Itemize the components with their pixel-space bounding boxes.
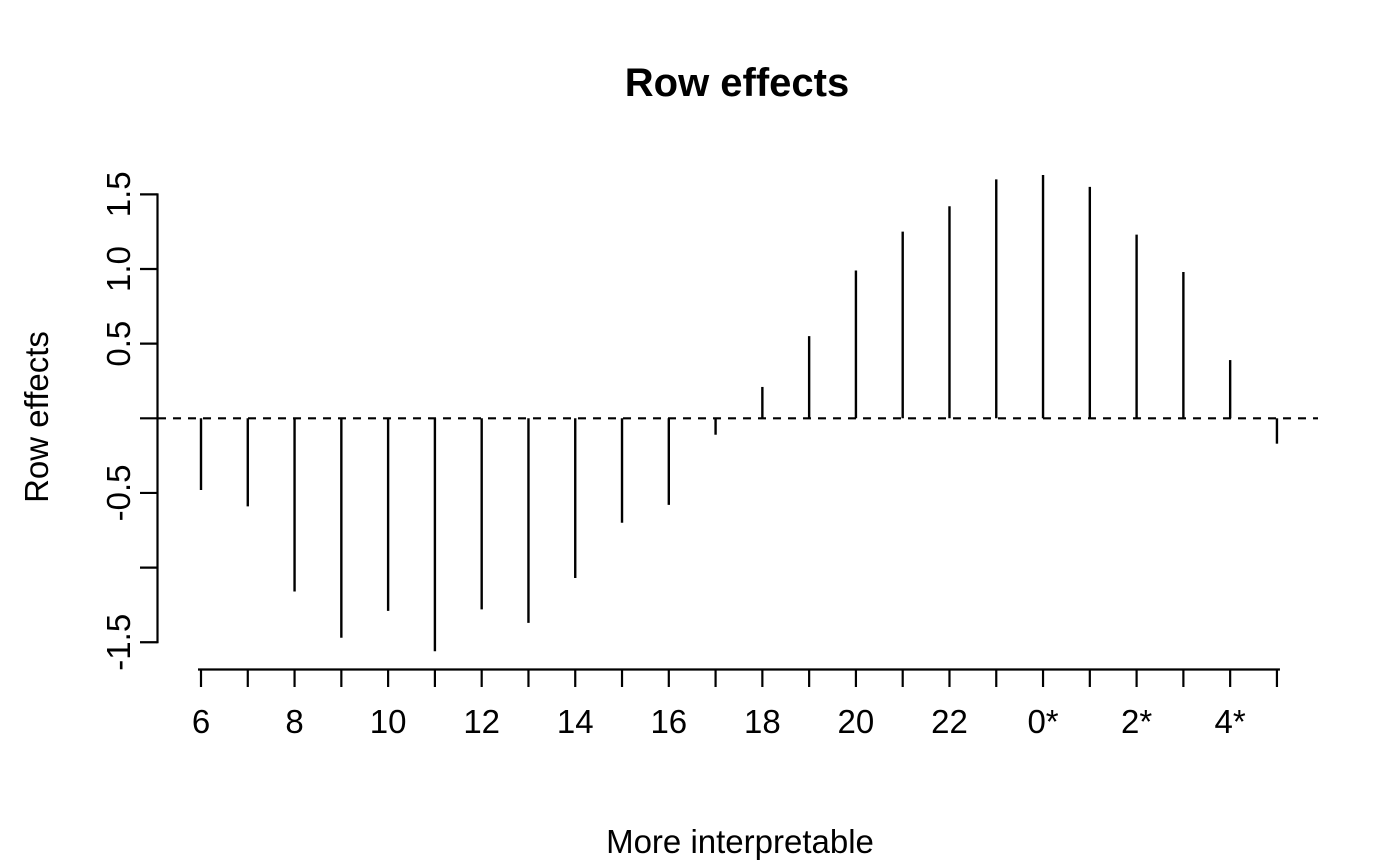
x-tick-label: 2* [1121, 703, 1152, 740]
x-tick-label: 12 [463, 703, 500, 740]
y-tick-label: 1.0 [100, 246, 137, 292]
x-axis-title: More interpretable [606, 823, 874, 860]
x-tick-label: 22 [931, 703, 968, 740]
x-tick-label: 0* [1027, 703, 1058, 740]
y-axis-title: Row effects [18, 331, 55, 503]
axes: 1.5 1.0 0.5 -0.5 -1.5 6 8 10 12 14 16 18 20 22 0* 2* 4* [100, 171, 1280, 740]
y-tick-label: 0.5 [100, 321, 137, 367]
x-tick-label: 4* [1215, 703, 1246, 740]
chart-title: Row effects [625, 61, 850, 105]
x-tick-label: 6 [192, 703, 210, 740]
x-tick-label: 14 [557, 703, 594, 740]
y-tick-label: -0.5 [100, 465, 137, 522]
x-tick-label: 10 [370, 703, 407, 740]
spike-series [158, 174, 1318, 652]
x-tick-label: 16 [650, 703, 687, 740]
y-tick-label: 1.5 [100, 171, 137, 217]
x-tick-label: 18 [744, 703, 781, 740]
x-tick-label: 20 [838, 703, 875, 740]
x-tick-label: 8 [285, 703, 303, 740]
y-tick-label: -1.5 [100, 614, 137, 671]
